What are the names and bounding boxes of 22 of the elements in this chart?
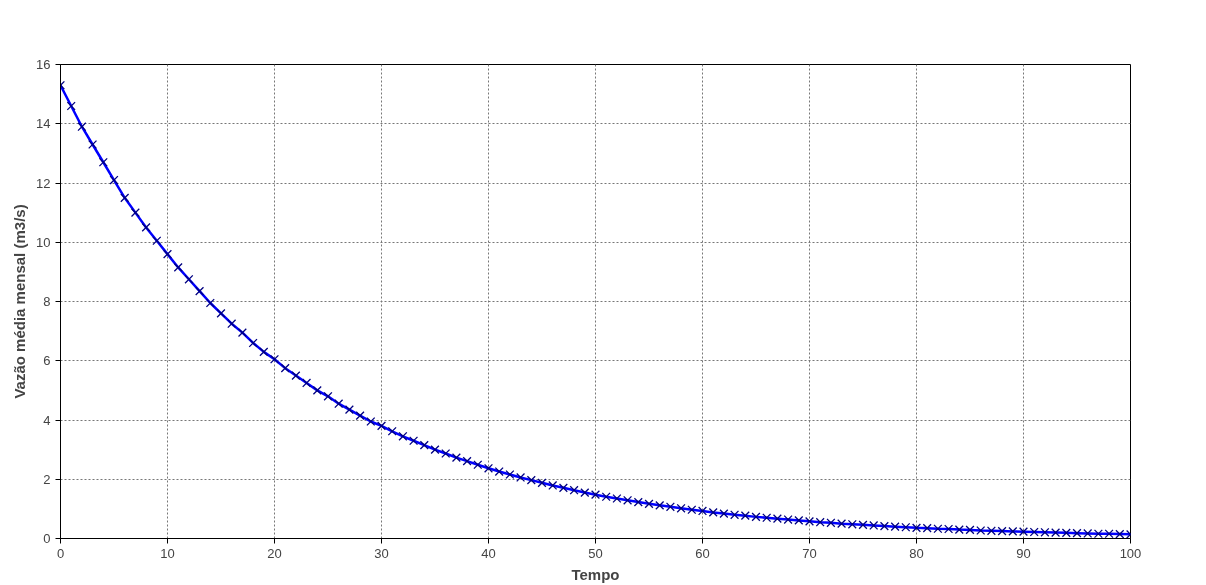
x-tick-label: 40: [481, 545, 496, 561]
y-tick-label: 12: [36, 175, 51, 191]
x-tick-label: 100: [1119, 545, 1142, 561]
y-tick-label: 0: [43, 531, 51, 546]
x-tick-label: 80: [909, 545, 924, 561]
x-tick-label: 70: [802, 545, 817, 561]
x-axis-title: Tempo: [571, 565, 620, 583]
y-tick-label: 2: [43, 471, 51, 487]
y-tick-label: 6: [43, 353, 51, 369]
y-tick-label: 16: [36, 57, 51, 72]
y-tick-label: 4: [43, 412, 51, 428]
x-tick-label: 20: [267, 545, 282, 561]
y-axis-title: Vazão média mensal (m3/s): [11, 204, 29, 399]
y-tick-label: 14: [36, 116, 51, 132]
x-tick-label: 50: [588, 545, 603, 561]
x-tick-label: 0: [56, 545, 65, 561]
y-tick-label: 10: [36, 234, 51, 250]
x-tick-label: 30: [374, 545, 389, 561]
x-tick-label: 90: [1016, 545, 1031, 561]
y-tick-label: 8: [43, 294, 51, 309]
x-tick-label: 60: [695, 545, 710, 561]
x-tick-label: 10: [160, 545, 175, 561]
